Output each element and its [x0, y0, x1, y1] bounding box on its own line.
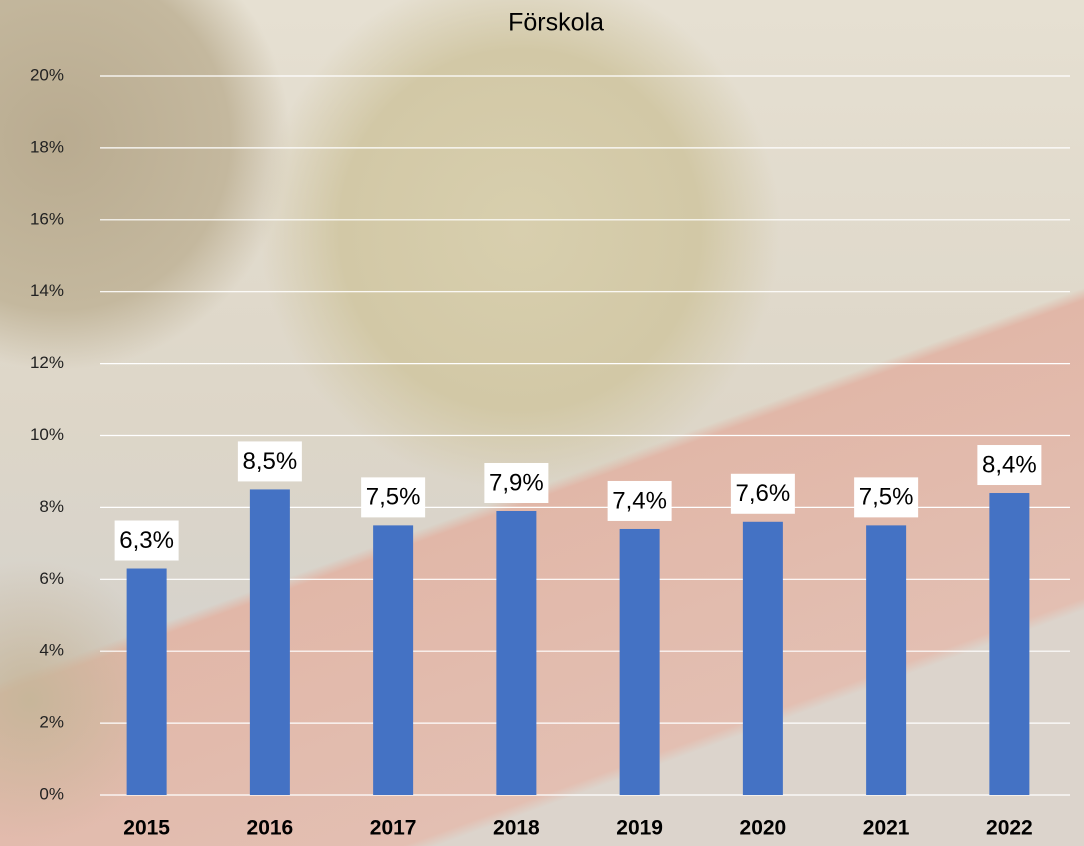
bar — [619, 528, 660, 795]
bar — [866, 525, 907, 795]
y-tick-label: 4% — [39, 641, 64, 660]
data-label-box — [730, 473, 795, 514]
data-label: 6,3% — [119, 527, 174, 554]
data-label-box — [854, 477, 919, 518]
data-label-box — [484, 462, 549, 503]
bar — [249, 489, 290, 795]
data-label: 7,4% — [612, 487, 667, 514]
y-tick-label: 14% — [30, 281, 64, 300]
y-tick-label: 20% — [30, 65, 64, 84]
data-label: 7,5% — [366, 484, 421, 511]
y-tick-label: 2% — [39, 713, 64, 732]
chart-title: Förskola — [508, 9, 604, 37]
data-label: 7,6% — [736, 480, 791, 507]
x-tick-label: 2019 — [616, 817, 663, 840]
x-tick-label: 2020 — [740, 817, 787, 840]
y-tick-label: 18% — [30, 137, 64, 156]
bar — [742, 521, 783, 795]
data-label-box — [361, 477, 426, 518]
data-label: 7,5% — [859, 484, 914, 511]
y-tick-label: 6% — [39, 569, 64, 588]
y-tick-label: 16% — [30, 209, 64, 228]
y-tick-label: 12% — [30, 353, 64, 372]
bar — [126, 568, 167, 795]
y-tick-label: 10% — [30, 425, 64, 444]
data-label-box — [607, 480, 672, 521]
x-tick-label: 2018 — [493, 817, 540, 840]
data-label-box — [114, 520, 179, 561]
data-label: 8,4% — [982, 451, 1037, 478]
data-label: 8,5% — [243, 448, 298, 475]
bar — [989, 493, 1030, 795]
data-label: 7,9% — [489, 469, 544, 496]
y-tick-label: 0% — [39, 784, 64, 803]
x-tick-label: 2017 — [370, 817, 417, 840]
y-tick-label: 8% — [39, 497, 64, 516]
x-tick-label: 2015 — [123, 817, 170, 840]
x-tick-label: 2021 — [863, 817, 910, 840]
x-tick-label: 2016 — [247, 817, 294, 840]
data-label-box — [237, 441, 302, 482]
bar — [373, 525, 414, 795]
data-label-box — [977, 445, 1042, 486]
bar — [496, 510, 537, 795]
x-tick-label: 2022 — [986, 817, 1033, 840]
